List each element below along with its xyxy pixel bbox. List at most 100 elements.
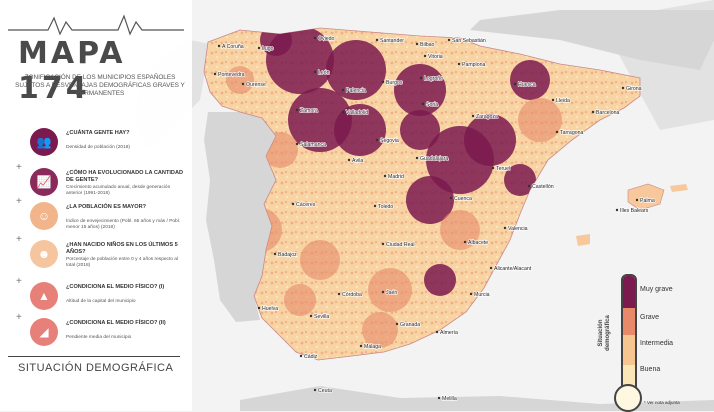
place-label: Ávila <box>347 156 364 165</box>
svg-text:Zamora: Zamora <box>300 108 318 114</box>
svg-text:Melilla: Melilla <box>442 396 457 402</box>
place-label: Valladolid <box>341 109 369 117</box>
severity-zone <box>400 110 440 150</box>
svg-text:Vitoria: Vitoria <box>428 54 443 60</box>
place-label: Tarragona <box>555 129 584 137</box>
svg-text:Ciudad Real: Ciudad Real <box>386 242 415 248</box>
svg-text:Teruel: Teruel <box>496 166 510 172</box>
france-shape <box>470 10 714 70</box>
place-label: León <box>313 69 330 77</box>
svg-text:Jaén: Jaén <box>386 290 397 296</box>
baleares-mallorca <box>627 183 665 211</box>
svg-text:Murcia: Murcia <box>474 292 490 298</box>
severity-zone <box>326 40 386 100</box>
baleares-menorca <box>670 184 688 192</box>
legend-swatch-good <box>623 364 635 390</box>
legend-swatch-intermediate <box>623 335 635 365</box>
place-label: Jaén <box>381 289 398 297</box>
pulse-line <box>8 14 184 36</box>
place-label: Oviedo <box>313 35 335 43</box>
severity-zone <box>368 268 412 312</box>
legend-label-very-severe: Muy grave <box>640 286 673 293</box>
legend-label-intermediate: Intermedia <box>640 340 674 347</box>
legend-note: * Ver nota adjunta <box>644 400 680 405</box>
place-label: Lleida <box>551 97 571 105</box>
svg-text:A Coruña: A Coruña <box>222 44 244 50</box>
place-label: Melilla <box>437 395 457 403</box>
svg-text:Cádiz: Cádiz <box>304 354 318 360</box>
svg-text:Burgos: Burgos <box>386 80 403 86</box>
baleares-ibiza <box>576 234 590 246</box>
svg-text:Barcelona: Barcelona <box>596 110 619 116</box>
severity-zone <box>394 64 446 116</box>
indicator-title: ¿Condiciona el medio físico? (II) <box>66 320 166 326</box>
severity-zone <box>284 284 316 316</box>
indicator-desc: Porcentaje de población entre 0 y 4 años… <box>66 257 179 268</box>
place-label: Valencia <box>503 225 528 233</box>
svg-text:León: León <box>318 70 330 76</box>
place-label: Guadalajara <box>415 155 449 163</box>
place-label: Almería <box>435 329 459 337</box>
svg-text:Bilbao: Bilbao <box>420 42 435 48</box>
svg-text:Castellón: Castellón <box>532 184 554 190</box>
slope-icon: ◢ <box>30 318 58 346</box>
place-label: Málaga <box>359 343 382 351</box>
baby-face-icon: ☻ <box>30 240 58 268</box>
indicator-desc: Índice de envejecimiento (Pobl. 65 años … <box>66 219 181 230</box>
indicator-title: ¿La población es mayor? <box>66 204 147 210</box>
svg-text:Ávila: Ávila <box>352 157 363 164</box>
plus-icon: + <box>16 196 22 207</box>
place-label: San Sebastián <box>447 37 486 45</box>
indicator-title: ¿Cómo ha evolucionado la cantidad de gen… <box>66 170 184 183</box>
place-label: Sevilla <box>309 313 330 321</box>
indicator-desc: Altitud de la capital del municipio <box>66 299 136 304</box>
indicator-title: ¿Han nacido niños en los últimos 5 años? <box>66 242 178 255</box>
place-label: Pamplona <box>457 61 486 69</box>
place-label: Cáceres <box>291 201 316 209</box>
portugal-shape <box>204 112 276 322</box>
svg-text:Illes Balears: Illes Balears <box>620 208 649 214</box>
svg-text:Alicante/Alacant: Alicante/Alacant <box>494 266 532 272</box>
place-label: Palma <box>635 197 655 205</box>
svg-text:Albacete: Albacete <box>468 240 488 246</box>
svg-text:Ourense: Ourense <box>246 82 266 88</box>
place-label: Murcia <box>469 291 490 299</box>
place-label: Ourense <box>241 81 267 89</box>
severity-zone <box>226 66 254 94</box>
severity-zone <box>362 312 398 348</box>
svg-text:Huesca: Huesca <box>518 82 536 88</box>
place-label: Palencia <box>341 87 367 95</box>
place-label: Santander <box>375 37 405 45</box>
svg-text:Sevilla: Sevilla <box>314 314 329 320</box>
svg-text:Valencia: Valencia <box>508 226 528 232</box>
svg-text:Lugo: Lugo <box>262 46 274 52</box>
svg-text:Zaragoza: Zaragoza <box>476 114 498 120</box>
mountain-icon: ▲ <box>30 282 58 310</box>
svg-text:Pamplona: Pamplona <box>462 62 485 68</box>
info-panel: MAPA 174 Zonificación de los municipios … <box>0 0 192 411</box>
svg-text:Toledo: Toledo <box>378 204 393 210</box>
place-label: Illes Balears <box>615 207 649 215</box>
severity-zone <box>518 98 562 142</box>
people-icon: 👥 <box>30 128 58 156</box>
svg-text:Palencia: Palencia <box>346 88 366 94</box>
indicator-births: + ☻ ¿Han nacido niños en los últimos 5 a… <box>8 234 188 280</box>
severity-zone <box>424 264 456 296</box>
legend-title: Situación demográfica <box>598 315 611 351</box>
severity-zone <box>464 114 516 166</box>
divider <box>8 356 180 357</box>
place-label: Granada <box>395 321 421 329</box>
severity-zone <box>334 104 386 156</box>
place-label: Girona <box>621 85 642 93</box>
place-label: Zamora <box>295 107 319 115</box>
place-label: Huesca <box>513 81 536 89</box>
elderly-face-icon: ☺ <box>30 202 58 230</box>
svg-text:Málaga: Málaga <box>364 344 381 350</box>
place-label: Alicante/Alacant <box>489 265 532 273</box>
page-title: MAPA 174 <box>18 36 126 106</box>
indicator-density: 👥 ¿Cuánta gente hay? Densidad de poblaci… <box>8 128 188 168</box>
svg-text:Granada: Granada <box>400 322 420 328</box>
place-label: Toledo <box>373 203 394 211</box>
indicator-aging: + ☺ ¿La población es mayor? Índice de en… <box>8 196 188 242</box>
svg-text:Soria: Soria <box>426 102 438 108</box>
